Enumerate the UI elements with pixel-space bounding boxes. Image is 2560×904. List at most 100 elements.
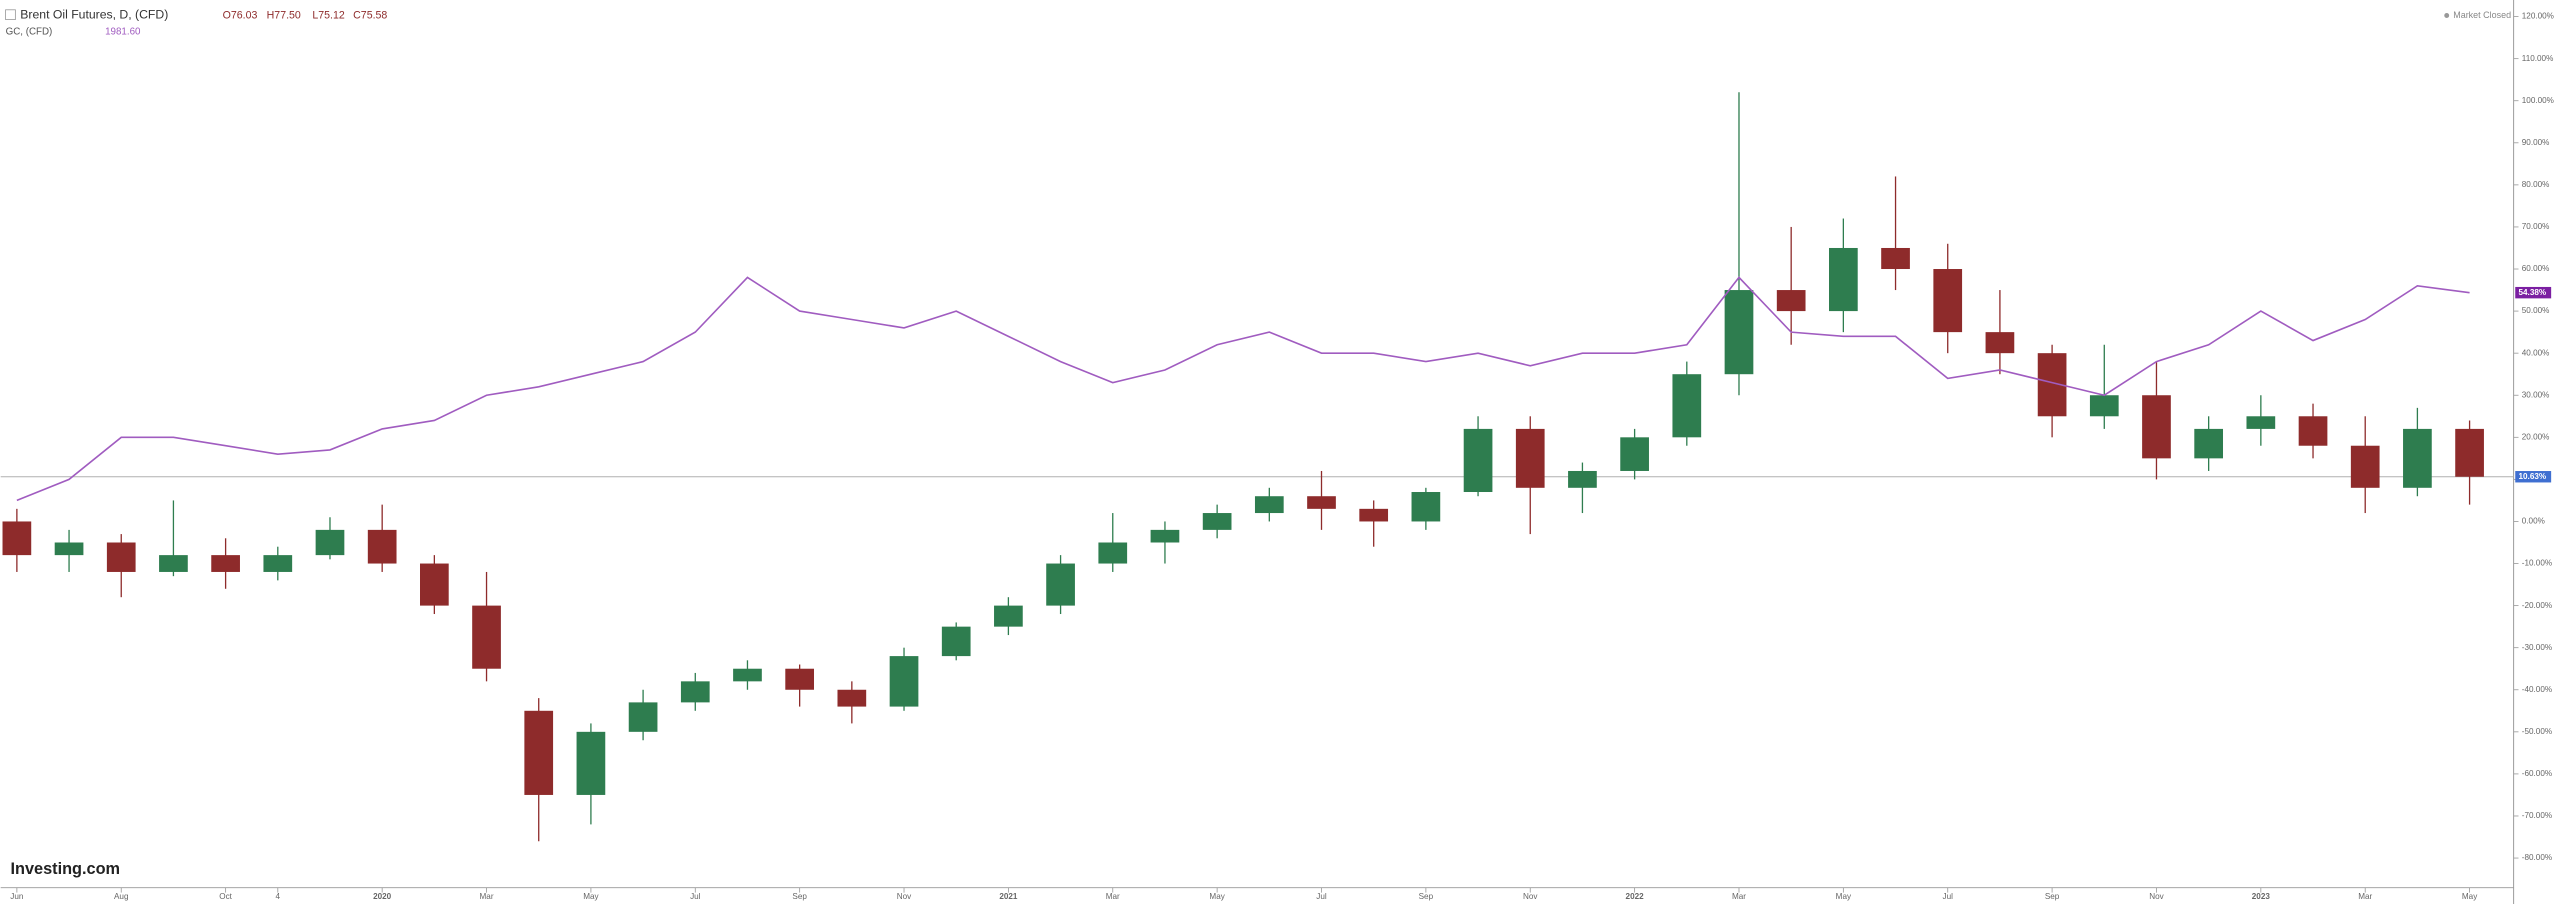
candle-body <box>106 542 136 572</box>
candle-body <box>1411 492 1441 522</box>
ohlc-low: L75.12 <box>312 9 345 21</box>
x-tick-label: Sep <box>1419 892 1434 901</box>
candle-body <box>889 656 919 707</box>
ohlc-open: O76.03 <box>223 9 258 21</box>
candle-body <box>472 605 501 669</box>
y-tick-label: 20.00% <box>2522 432 2550 441</box>
candle-body <box>263 555 293 572</box>
candle-body <box>680 681 710 703</box>
y-tick-label: -30.00% <box>2522 643 2552 652</box>
x-tick-label: Nov <box>2149 892 2164 901</box>
y-tick-label: -40.00% <box>2522 685 2552 694</box>
y-tick-label: -10.00% <box>2522 559 2552 568</box>
candle-body <box>159 555 188 572</box>
y-tick-label: -70.00% <box>2522 811 2552 820</box>
x-tick-label: Mar <box>2358 892 2372 901</box>
candle-body <box>1098 542 1128 564</box>
candle-body <box>2089 395 2119 417</box>
x-tick-label: Mar <box>480 892 494 901</box>
candle-body <box>1829 247 1858 312</box>
x-tick-label: Mar <box>1106 892 1120 901</box>
x-tick-label: Aug <box>114 892 128 901</box>
x-tick-label: Oct <box>219 892 232 901</box>
y-tick-label: 100.00% <box>2522 96 2554 105</box>
candle-body <box>2350 445 2380 488</box>
candle-body <box>1933 269 1963 333</box>
candle-body <box>2142 395 2171 459</box>
candle-body <box>420 563 449 606</box>
ohlc-high: H77.50 <box>267 9 301 21</box>
y-tick-label: -50.00% <box>2522 727 2552 736</box>
candle-body <box>1150 529 1180 543</box>
status-dot <box>2444 13 2450 18</box>
y-tick-label: 110.00% <box>2522 54 2554 63</box>
y-tick-label: 70.00% <box>2522 222 2550 231</box>
candle-body <box>1881 247 1910 270</box>
axis-price-box <box>2515 471 2552 483</box>
candle-body <box>941 626 971 657</box>
candle-body <box>576 731 606 795</box>
candle-body <box>1672 374 1702 438</box>
candle-body <box>1724 290 1754 375</box>
x-tick-label: 2023 <box>2252 892 2271 901</box>
axis-price-label: 10.63% <box>2519 472 2547 481</box>
candle-body <box>524 710 554 795</box>
x-tick-label: Sep <box>2045 892 2060 901</box>
candle-body <box>2194 428 2224 459</box>
x-tick-label: 2022 <box>1626 892 1645 901</box>
candle-body <box>2246 416 2276 429</box>
candle-body <box>1985 332 2015 354</box>
candle-body <box>1568 470 1597 488</box>
x-tick-label: Nov <box>1523 892 1538 901</box>
x-tick-label: May <box>583 892 599 901</box>
y-tick-label: -80.00% <box>2522 853 2552 862</box>
candle-body <box>2455 428 2484 477</box>
x-tick-label: 2021 <box>999 892 1018 901</box>
axis-price-box <box>2515 286 2552 299</box>
x-tick-label: Nov <box>897 892 912 901</box>
x-tick-label: May <box>1209 892 1225 901</box>
candle-body <box>1307 496 1336 509</box>
candle-body <box>1254 496 1284 514</box>
y-tick-label: 0.00% <box>2522 517 2545 526</box>
candle-body <box>315 529 345 556</box>
candle-body <box>1046 563 1075 606</box>
candle-body <box>1463 428 1493 493</box>
candle-body <box>1202 513 1232 530</box>
x-tick-label: May <box>2462 892 2478 901</box>
axis-price-label: 54.38% <box>2519 288 2547 297</box>
x-tick-label: 4 <box>276 892 281 901</box>
x-tick-label: Mar <box>1732 892 1746 901</box>
y-tick-label: 50.00% <box>2522 306 2550 315</box>
x-tick-label: Jul <box>690 892 701 901</box>
candle-body <box>1359 508 1389 522</box>
candle-body <box>211 555 240 572</box>
x-tick-label: 2020 <box>373 892 392 901</box>
y-tick-label: -20.00% <box>2522 601 2552 610</box>
logo: Investing.com <box>10 860 120 878</box>
x-tick-label: Jul <box>1316 892 1327 901</box>
x-tick-label: Jul <box>1943 892 1954 901</box>
candle-body <box>2403 428 2432 488</box>
candle-body <box>2298 416 2328 446</box>
symbol-title: Brent Oil Futures, D, (CFD) <box>20 8 168 22</box>
x-tick-label: Jun <box>10 892 23 901</box>
candle-body <box>733 668 762 682</box>
collapse-icon[interactable] <box>5 9 16 20</box>
compare-price: 1981.60 <box>105 26 141 37</box>
candle-body <box>837 689 867 707</box>
ohlc-close: C75.58 <box>353 9 387 21</box>
candle-body <box>994 605 1023 627</box>
compare-line <box>16 276 2470 502</box>
candle-body <box>785 668 815 690</box>
compare-symbol: GC, (CFD) <box>6 26 53 37</box>
x-tick-label: May <box>1836 892 1852 901</box>
candle-body <box>2 521 32 556</box>
y-tick-label: -60.00% <box>2522 769 2552 778</box>
y-tick-label: 90.00% <box>2522 138 2550 147</box>
market-status: Market Closed <box>2453 10 2511 20</box>
y-tick-label: 80.00% <box>2522 180 2550 189</box>
